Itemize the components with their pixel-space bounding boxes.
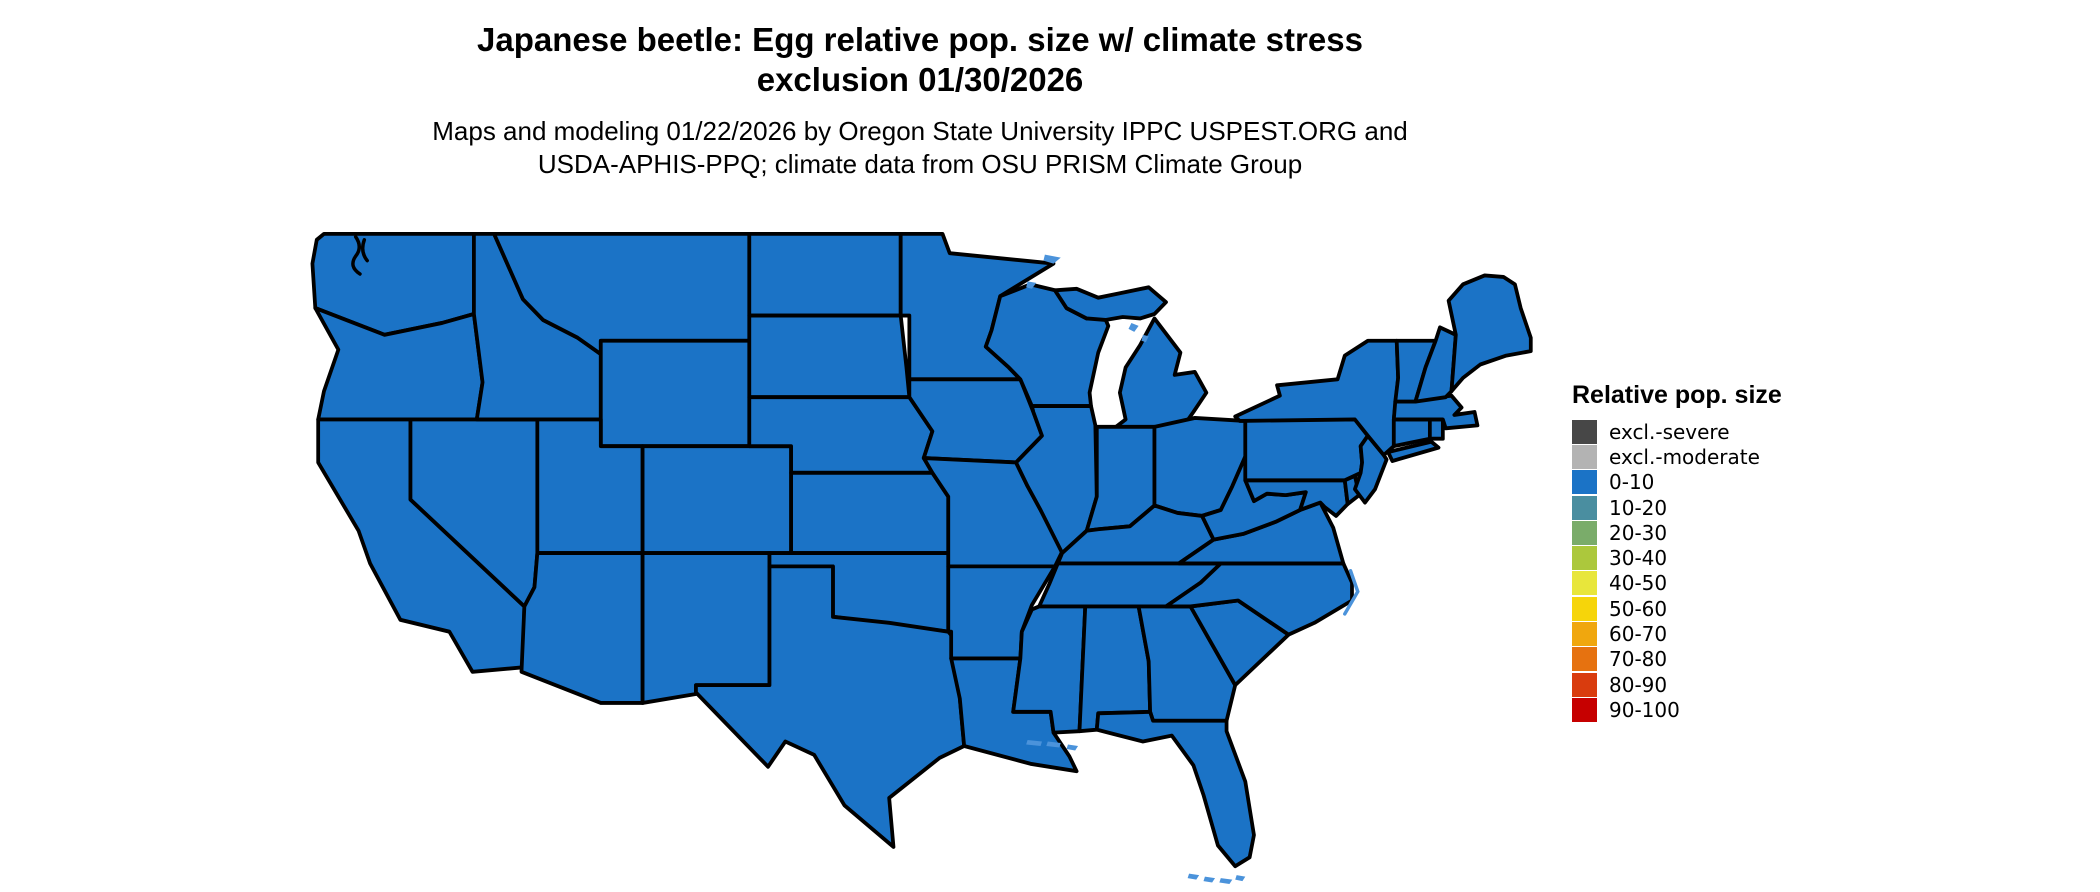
legend-item: 90-100	[1572, 697, 1972, 722]
map-subtitle-line1: Maps and modeling 01/22/2026 by Oregon S…	[432, 116, 1408, 146]
legend-item: 40-50	[1572, 571, 1972, 596]
legend-swatch-excl-severe	[1572, 419, 1597, 444]
legend-swatch-10-20	[1572, 495, 1597, 520]
lake-michigan-islands	[1128, 322, 1149, 343]
legend: Relative pop. size excl.-severe excl.-mo…	[1572, 381, 1972, 723]
legend-item: 0-10	[1572, 470, 1972, 495]
state-massachusetts	[1391, 393, 1480, 431]
state-iowa	[907, 377, 1044, 465]
us-map	[310, 231, 1533, 885]
us-map-container	[298, 222, 1538, 887]
legend-swatch-40-50	[1572, 571, 1597, 596]
isle-royale-islands	[1043, 254, 1061, 264]
legend-item: 70-80	[1572, 647, 1972, 672]
state-south-dakota	[747, 313, 912, 400]
map-subtitle: Maps and modeling 01/22/2026 by Oregon S…	[300, 115, 1540, 181]
florida-keys	[1187, 873, 1246, 885]
legend-label: 10-20	[1609, 495, 1668, 520]
state-mississippi	[1011, 604, 1088, 735]
state-north-carolina	[1164, 561, 1354, 637]
puget-sound-detail	[351, 235, 369, 276]
map-title-line1: Japanese beetle: Egg relative pop. size …	[477, 21, 1363, 58]
state-arizona	[519, 551, 645, 705]
state-new-jersey	[1353, 433, 1389, 505]
state-maine	[1446, 273, 1533, 394]
state-north-dakota	[747, 231, 903, 318]
legend-swatch-excl-moderate	[1572, 444, 1597, 469]
apostle-islands	[1026, 281, 1037, 289]
state-new-mexico	[640, 551, 772, 705]
state-florida	[1094, 709, 1256, 869]
legend-swatch-20-30	[1572, 520, 1597, 545]
legend-label: 30-40	[1609, 546, 1668, 571]
state-new-hampshire	[1413, 325, 1458, 404]
state-wyoming	[598, 338, 752, 449]
state-pennsylvania	[1237, 413, 1370, 483]
legend-item: 50-60	[1572, 596, 1972, 621]
legend-item: excl.-severe	[1572, 419, 1972, 444]
legend-swatch-0-10	[1572, 470, 1597, 495]
legend-item: 20-30	[1572, 520, 1972, 545]
map-header: Japanese beetle: Egg relative pop. size …	[300, 20, 1540, 181]
state-illinois	[1014, 404, 1099, 555]
legend-label: excl.-severe	[1609, 419, 1730, 444]
legend-label: 60-70	[1609, 622, 1668, 647]
state-rhode-island	[1427, 417, 1445, 441]
state-texas	[694, 564, 967, 849]
legend-item: 30-40	[1572, 545, 1972, 571]
state-new-york-long-island	[1386, 439, 1441, 463]
legend-swatch-30-40	[1572, 546, 1597, 571]
legend-swatch-90-100	[1572, 697, 1597, 722]
map-title-line2: exclusion 01/30/2026	[756, 61, 1084, 98]
state-colorado	[640, 444, 793, 555]
legend-label: 70-80	[1609, 647, 1668, 672]
map-subtitle-line2: USDA-APHIS-PPQ; climate data from OSU PR…	[537, 149, 1303, 179]
legend-item: excl.-moderate	[1572, 444, 1972, 469]
legend-label: 0-10	[1609, 470, 1655, 495]
outer-banks-detail	[1343, 569, 1360, 616]
legend-label: excl.-moderate	[1609, 444, 1760, 469]
legend-label: 90-100	[1609, 697, 1680, 722]
state-michigan	[1112, 316, 1209, 431]
legend-swatch-70-80	[1572, 647, 1597, 672]
legend-item: 10-20	[1572, 495, 1972, 520]
legend-label: 40-50	[1609, 571, 1668, 596]
legend-item: 80-90	[1572, 672, 1972, 697]
legend-label: 20-30	[1609, 520, 1668, 545]
legend-swatch-50-60	[1572, 596, 1597, 621]
legend-swatch-60-70	[1572, 622, 1597, 647]
legend-title: Relative pop. size	[1572, 381, 1782, 409]
legend-swatch-80-90	[1572, 672, 1597, 697]
legend-item: 60-70	[1572, 621, 1972, 647]
state-kansas	[789, 470, 951, 555]
legend-label: 50-60	[1609, 596, 1668, 621]
gulf-barrier-islands	[1026, 740, 1079, 751]
state-michigan-upper-peninsula	[1053, 285, 1168, 322]
legend-label: 80-90	[1609, 672, 1668, 697]
